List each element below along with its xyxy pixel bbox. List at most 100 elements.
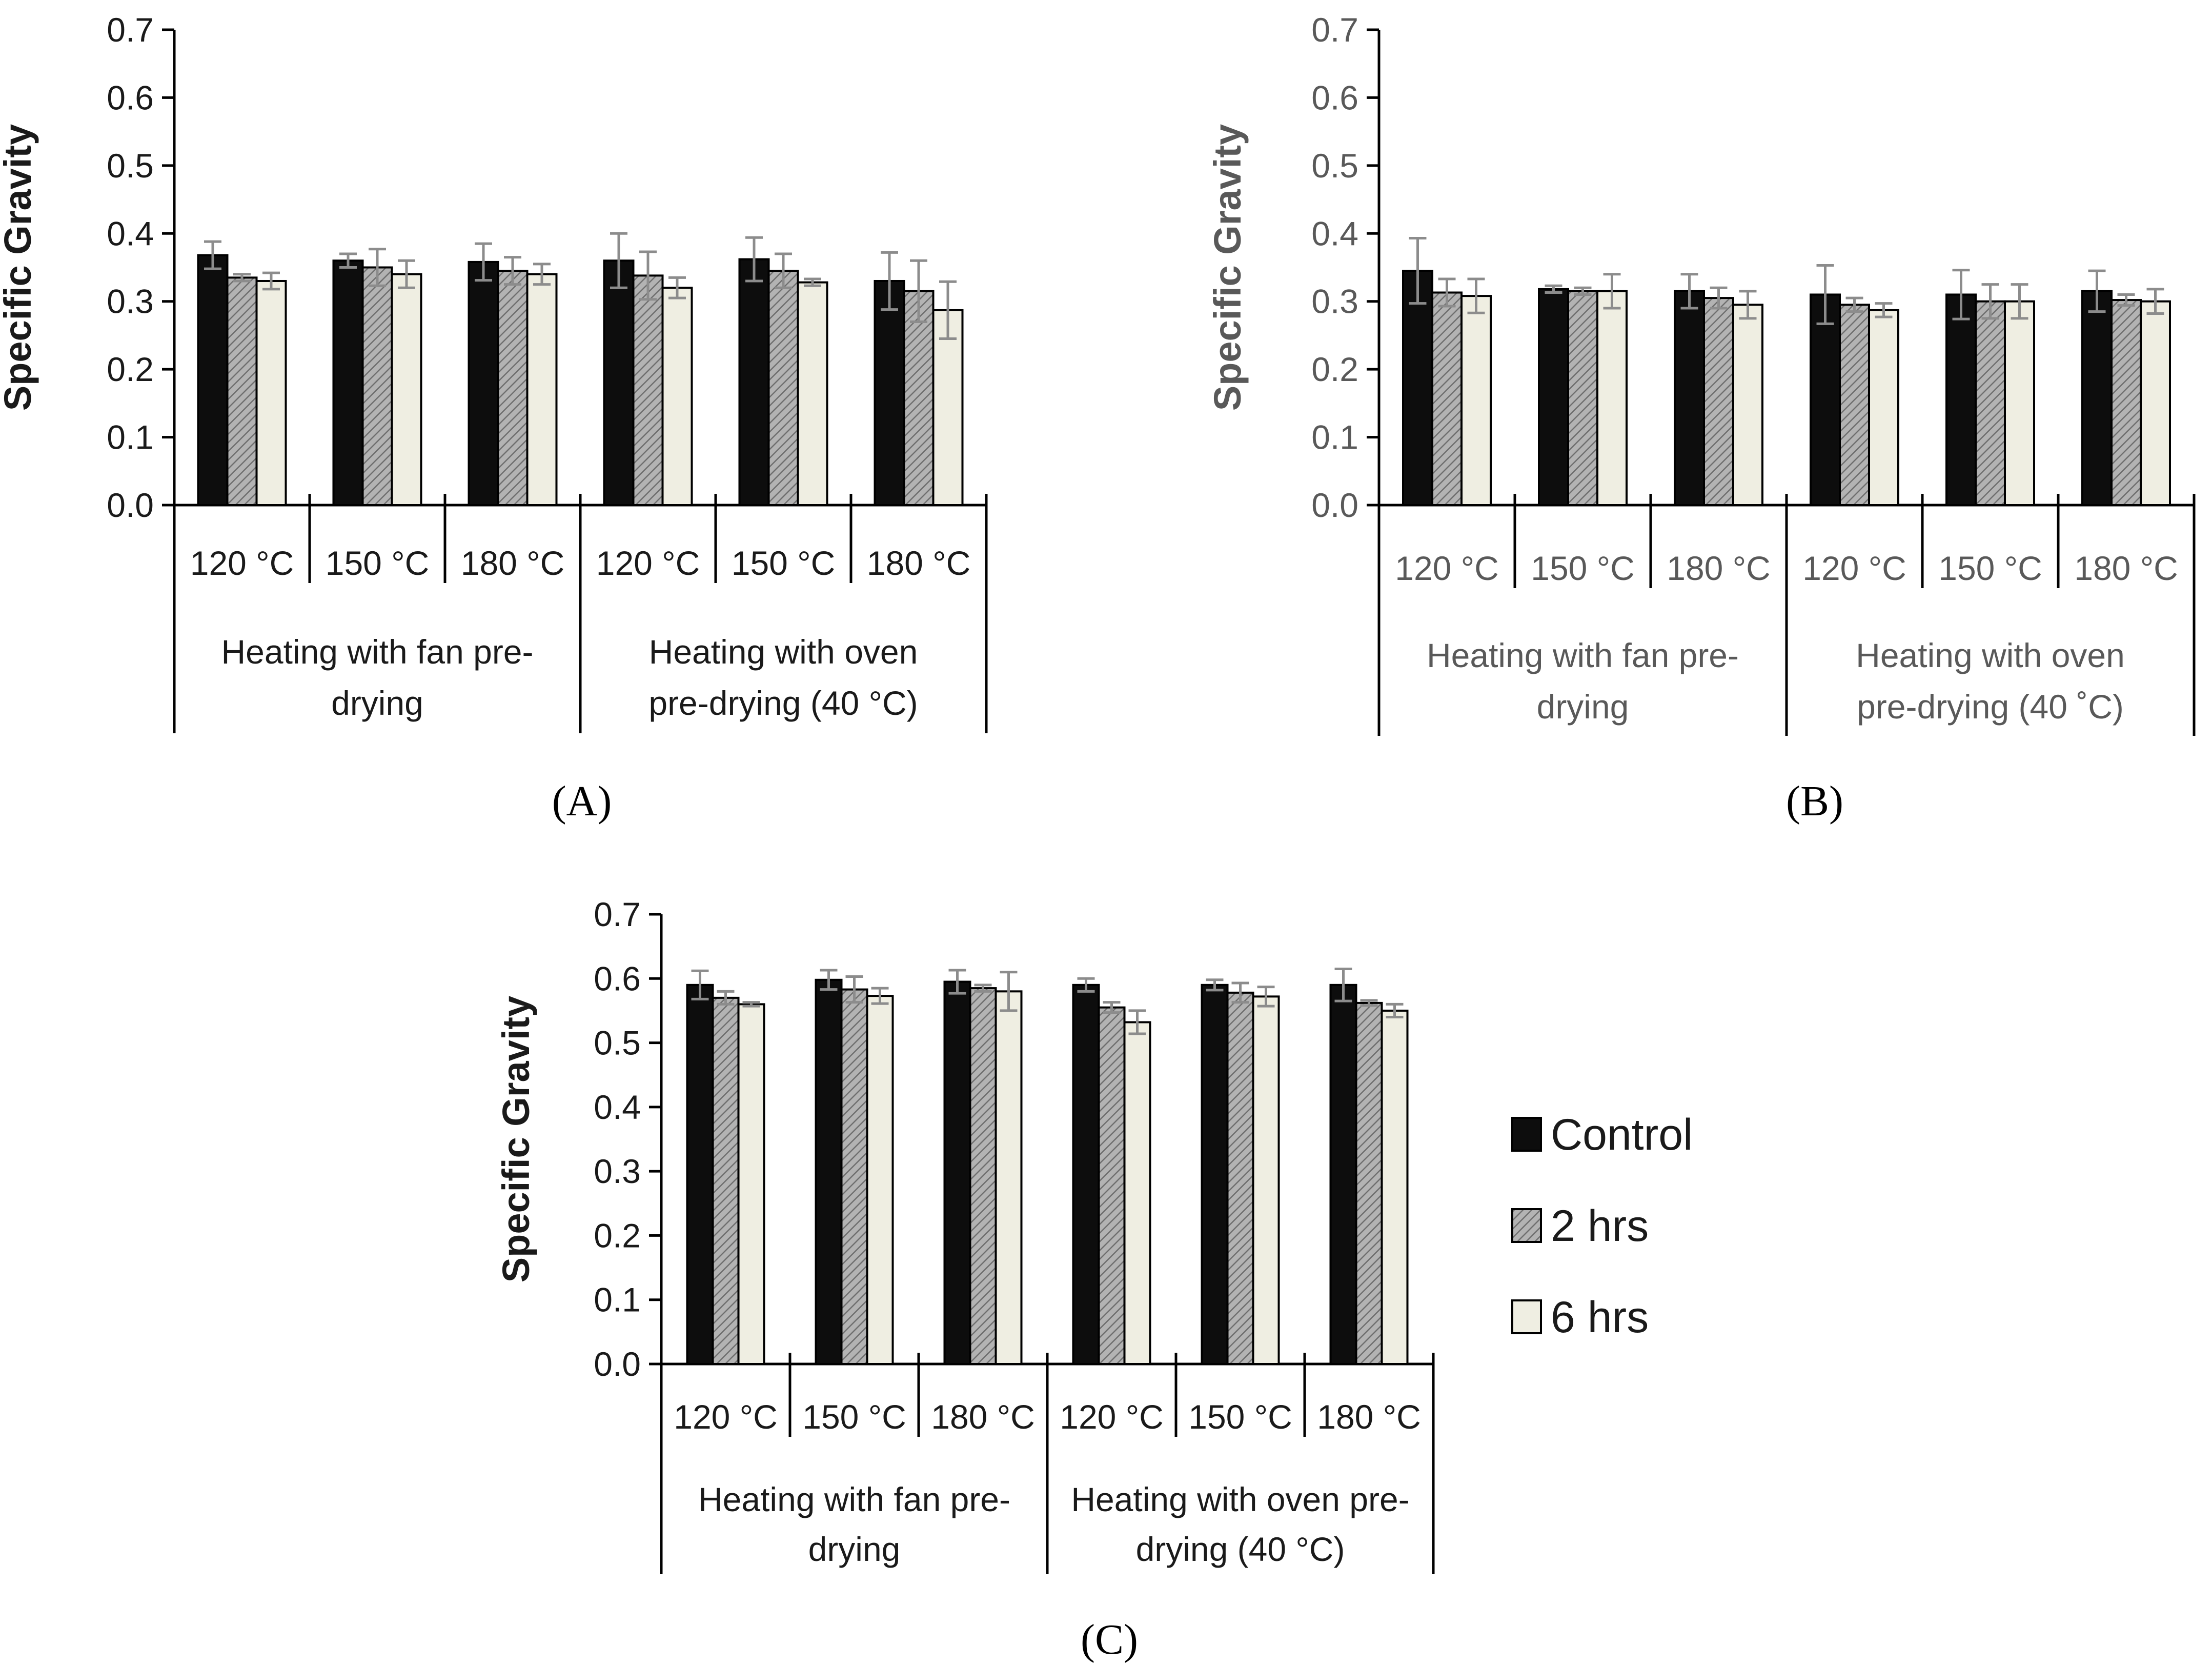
bar-hrs6 — [255, 279, 287, 506]
x-category-label: 120 °C — [674, 1398, 778, 1436]
x-group-label: drying — [1537, 688, 1629, 726]
x-category-label: 120 °C — [1395, 549, 1499, 587]
bar-control — [468, 260, 499, 506]
bar-control — [2081, 290, 2113, 506]
y-tick-label: 0.6 — [107, 78, 154, 116]
y-axis-label: Specific Gravity — [495, 996, 537, 1282]
y-axis-label: Specific Gravity — [0, 124, 39, 411]
x-category-label: 120 °C — [1802, 549, 1906, 587]
bar-hrs2 — [1431, 291, 1463, 507]
bar-control — [603, 259, 635, 506]
y-tick-label: 0.4 — [594, 1088, 641, 1126]
y-tick-label: 0.0 — [107, 486, 154, 524]
y-tick-label: 0.2 — [1311, 350, 1358, 388]
bar-control — [738, 258, 770, 506]
y-tick-label: 0.1 — [594, 1281, 641, 1319]
x-category-label: 150 °C — [1938, 549, 2042, 587]
x-group-label: pre-drying (40 ˚C) — [1857, 688, 2124, 726]
bar-control — [874, 279, 905, 506]
x-group-label: Heating with fan pre- — [698, 1480, 1010, 1518]
y-tick-label: 0.5 — [594, 1024, 641, 1062]
y-tick-label: 0.2 — [594, 1216, 641, 1254]
bar-control — [1201, 984, 1229, 1366]
legend-label-hrs6: 6 hrs — [1551, 1293, 1649, 1342]
bar-hrs2 — [840, 988, 868, 1365]
bar-hrs6 — [932, 309, 964, 506]
x-category-label: 180 °C — [931, 1398, 1035, 1436]
bar-hrs6 — [866, 995, 894, 1366]
bar-hrs2 — [767, 270, 799, 506]
y-tick-label: 0.1 — [107, 418, 154, 456]
bar-hrs6 — [1596, 290, 1628, 506]
bar-hrs6 — [1868, 309, 1899, 506]
y-tick-label: 0.6 — [594, 959, 641, 997]
bar-hrs6 — [1381, 1009, 1409, 1365]
bar-hrs2 — [361, 266, 393, 506]
y-tick-label: 0.4 — [1311, 214, 1358, 252]
chart-panel-a: 0.0 0.1 0.2 0.3 0.4 0.5 0.6 0.7 Specific Gravity… — [0, 11, 988, 825]
x-category-label: 150 °C — [1188, 1398, 1292, 1436]
bar-hrs6 — [995, 990, 1023, 1366]
bar-control — [1674, 290, 1705, 506]
bar-hrs2 — [1226, 991, 1254, 1365]
bar-control — [943, 980, 971, 1366]
bar-hrs6 — [797, 281, 828, 506]
x-group-label: Heating with oven — [1856, 636, 2125, 674]
panel-label: (B) — [1786, 777, 1843, 825]
x-group-label: Heating with fan pre- — [221, 633, 534, 671]
bar-control — [1329, 984, 1357, 1366]
y-tick-label: 0.6 — [1311, 78, 1358, 116]
legend: Control 2 hrs 6 hrs — [1511, 1110, 1693, 1342]
panel-label: (C) — [1081, 1616, 1138, 1663]
bar-control — [1945, 293, 1977, 506]
bar-control — [332, 259, 364, 506]
bar-hrs2 — [969, 987, 997, 1366]
x-group-label: Heating with oven — [649, 633, 918, 671]
bar-control — [197, 254, 229, 506]
bar-hrs6 — [391, 273, 422, 506]
y-tick-label: 0.7 — [107, 11, 154, 49]
x-group-label: drying — [808, 1530, 901, 1568]
bar-hrs2 — [632, 274, 664, 506]
legend-label-hrs2: 2 hrs — [1551, 1201, 1649, 1251]
bar-control — [1402, 270, 1433, 506]
x-category-label: 150 °C — [326, 544, 430, 582]
x-group-label: Heating with fan pre- — [1427, 636, 1739, 674]
y-tick-label: 0.3 — [1311, 283, 1358, 320]
legend-swatch-hrs6 — [1511, 1299, 1542, 1334]
bar-hrs6 — [2140, 300, 2171, 506]
x-category-label: 120 °C — [190, 544, 294, 582]
y-tick-label: 0.2 — [107, 350, 154, 388]
bar-hrs6 — [2004, 300, 2035, 506]
y-tick-label: 0.5 — [107, 147, 154, 185]
bar-hrs2 — [2110, 299, 2142, 507]
panel-label: (A) — [552, 777, 612, 825]
bar-hrs6 — [1460, 295, 1492, 506]
x-category-label: 120 °C — [596, 544, 700, 582]
bar-hrs6 — [1252, 995, 1280, 1365]
y-tick-label: 0.3 — [107, 283, 154, 320]
y-tick-label: 0.7 — [594, 895, 641, 933]
y-tick-label: 0.3 — [594, 1152, 641, 1190]
y-tick-label: 0.0 — [594, 1345, 641, 1383]
bar-hrs2 — [903, 290, 935, 506]
chart-panel-b: 0.0 0.1 0.2 0.3 0.4 0.5 0.6 0.7 Specific Gravity… — [1206, 11, 2196, 825]
bar-control — [686, 984, 714, 1366]
bar-hrs6 — [526, 273, 558, 506]
bar-control — [1538, 288, 1569, 506]
bar-hrs6 — [737, 1003, 765, 1365]
bar-hrs6 — [1732, 304, 1763, 506]
y-tick-label: 0.1 — [1311, 418, 1358, 456]
chart-panel-c: 0.0 0.1 0.2 0.3 0.4 0.5 0.6 0.7 Specific Gravity… — [495, 895, 1435, 1663]
y-tick-label: 0.4 — [107, 214, 154, 252]
bar-hrs2 — [712, 996, 740, 1366]
bar-hrs2 — [1839, 304, 1870, 506]
x-category-label: 120 °C — [1060, 1398, 1164, 1436]
bar-hrs6 — [661, 287, 693, 506]
x-category-label: 150 °C — [1531, 549, 1635, 587]
x-category-label: 180 °C — [461, 544, 565, 582]
bar-hrs6 — [1123, 1021, 1151, 1365]
legend-swatch-hrs2 — [1511, 1208, 1542, 1243]
